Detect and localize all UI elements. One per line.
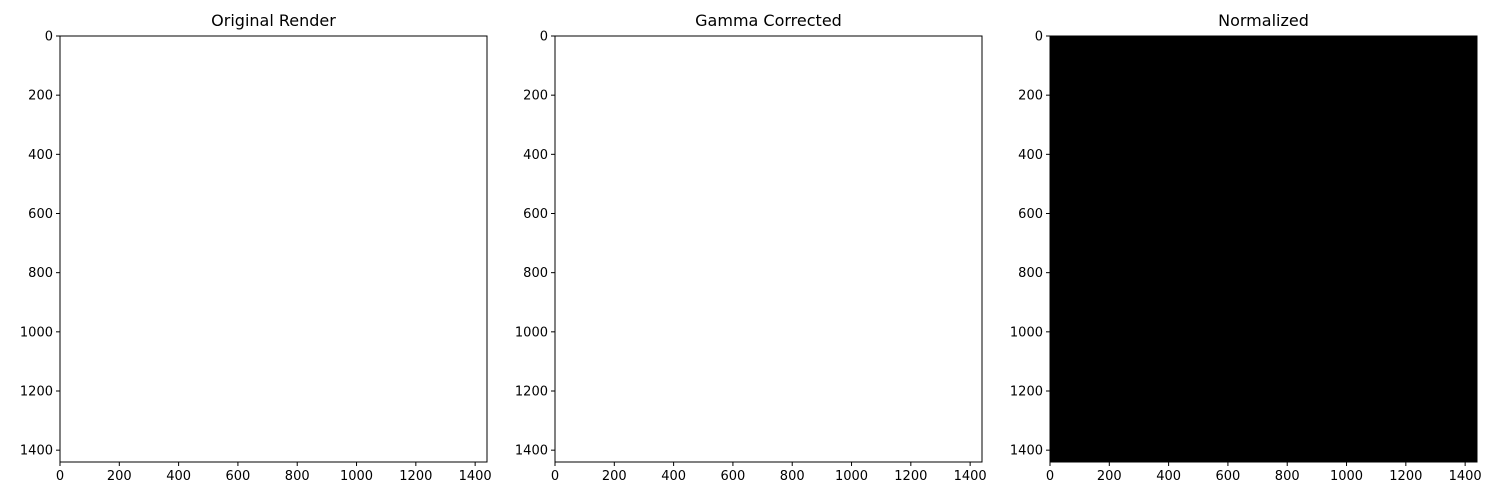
image-area	[555, 36, 982, 462]
y-tick-label: 200	[523, 89, 548, 104]
y-tick-label: 1000	[515, 325, 548, 340]
x-tick-label: 1000	[835, 469, 868, 484]
panel-title: Gamma Corrected	[695, 11, 842, 30]
x-tick-label: 0	[551, 469, 559, 484]
y-tick-label: 600	[1018, 207, 1043, 222]
y-tick-label: 400	[28, 148, 53, 163]
y-tick-label: 1400	[20, 444, 53, 459]
x-tick-label: 1200	[894, 469, 927, 484]
axes-frame	[554, 35, 983, 463]
y-tick-label: 200	[1018, 89, 1043, 104]
y-tick-label: 200	[28, 89, 53, 104]
y-tick-label: 800	[28, 266, 53, 281]
y-tick-label: 1200	[1010, 385, 1043, 400]
axes-frame	[59, 35, 488, 463]
x-tick-label: 400	[661, 469, 686, 484]
x-tick-label: 1200	[1389, 469, 1422, 484]
x-tick-label: 1000	[340, 469, 373, 484]
y-tick-label: 800	[523, 266, 548, 281]
axes-frame	[1049, 35, 1478, 463]
y-tick-label: 1200	[515, 385, 548, 400]
x-tick-label: 200	[107, 469, 132, 484]
y-tick-label: 1000	[20, 325, 53, 340]
axis-ticks: 0 200 400 600 800 1000 1200 1400020040060080010…	[515, 30, 987, 485]
y-tick-label: 1200	[20, 385, 53, 400]
axis-ticks: 0 200 400 600 800 1000 1200 1400020040060080010…	[1010, 30, 1482, 485]
panel-gamma-corrected: Gamma Corrected 0 200 400 600 800 1000 1200 140…	[515, 11, 987, 484]
x-tick-label: 1400	[459, 469, 492, 484]
y-tick-label: 1400	[1010, 444, 1043, 459]
x-tick-label: 600	[1216, 469, 1241, 484]
x-tick-label: 600	[226, 469, 251, 484]
x-tick-label: 400	[166, 469, 191, 484]
image-area	[60, 36, 487, 462]
y-tick-label: 400	[1018, 148, 1043, 163]
y-tick-label: 600	[28, 207, 53, 222]
y-tick-label: 1400	[515, 444, 548, 459]
y-tick-label: 0	[540, 30, 548, 45]
y-tick-label: 400	[523, 148, 548, 163]
x-tick-label: 800	[1275, 469, 1300, 484]
x-tick-label: 800	[285, 469, 310, 484]
panel-original-render: Original Render 0 200 400 600 800 1000 1200 140…	[20, 11, 492, 484]
panel-normalized: Normalized 0 200 400 600 800 1000 1200 14000200…	[1010, 11, 1482, 484]
y-tick-label: 1000	[1010, 325, 1043, 340]
image-area	[1050, 36, 1477, 462]
panel-title: Original Render	[211, 11, 336, 30]
x-tick-label: 1400	[954, 469, 987, 484]
x-tick-label: 600	[721, 469, 746, 484]
panel-title: Normalized	[1218, 11, 1309, 30]
y-tick-label: 0	[45, 30, 53, 45]
y-tick-label: 0	[1035, 30, 1043, 45]
y-tick-label: 600	[523, 207, 548, 222]
x-tick-label: 400	[1156, 469, 1181, 484]
x-tick-label: 800	[780, 469, 805, 484]
x-tick-label: 1200	[399, 469, 432, 484]
x-tick-label: 1400	[1449, 469, 1482, 484]
x-tick-label: 200	[602, 469, 627, 484]
x-tick-label: 200	[1097, 469, 1122, 484]
axis-ticks: 0 200 400 600 800 1000 1200 1400020040060080010…	[20, 30, 492, 485]
x-tick-label: 0	[1046, 469, 1054, 484]
x-tick-label: 1000	[1330, 469, 1363, 484]
y-tick-label: 800	[1018, 266, 1043, 281]
x-tick-label: 0	[56, 469, 64, 484]
